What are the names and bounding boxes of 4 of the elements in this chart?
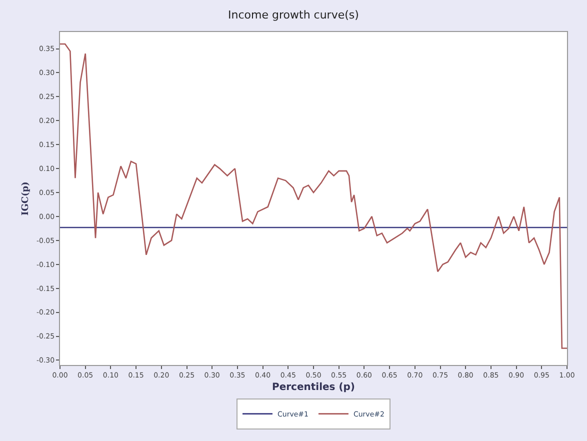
chart-title: Income growth curve(s) (228, 8, 359, 22)
y-axis-title: IGC(p) (20, 182, 31, 216)
x-axis-title: Percentiles (p) (272, 382, 356, 393)
line-series (60, 43, 567, 349)
